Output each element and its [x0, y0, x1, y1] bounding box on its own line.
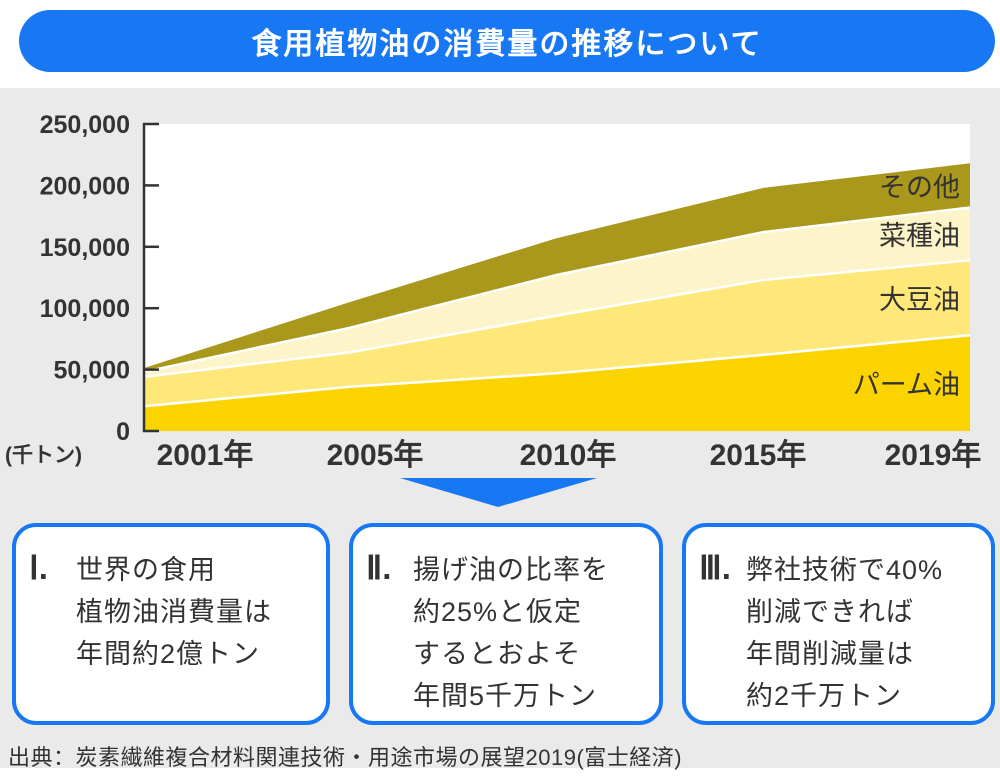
y-tick-label: 50,000	[54, 357, 130, 385]
series-label-菜種油: 菜種油	[879, 221, 960, 251]
y-tick-label: 150,000	[40, 234, 130, 262]
area-その他	[143, 163, 970, 373]
x-tick-label: 2019年	[885, 439, 982, 470]
callout-numeral-2: Ⅱ.	[366, 549, 392, 586]
series-label-パーム油: パーム油	[853, 370, 960, 400]
x-tick-label: 2010年	[520, 439, 617, 470]
y-tick-label: 200,000	[40, 172, 130, 200]
callout-text-2: 揚げ油の比率を 約25%と仮定 するとおよそ 年間5千万トン	[413, 555, 609, 711]
callout-numeral-3: Ⅲ.	[699, 549, 731, 586]
callout-reduction-potential: Ⅲ. 弊社技術で40% 削減できれば 年間削減量は 約2千万トン	[682, 523, 995, 725]
page-title-text: 食用植物油の消費量の推移について	[251, 28, 763, 61]
down-arrow-icon	[400, 478, 597, 507]
callout-numeral-1: Ⅰ.	[29, 549, 48, 586]
y-tick-label: 0	[116, 418, 130, 446]
series-label-大豆油: 大豆油	[879, 285, 960, 315]
x-tick-label: 2015年	[710, 439, 807, 470]
x-tick-label: 2005年	[327, 439, 424, 470]
area-菜種油	[143, 207, 970, 377]
callout-world-consumption: Ⅰ. 世界の食用 植物油消費量は 年間約2億トン	[12, 523, 330, 725]
consumption-area-chart: 0 50,000 100,000 150,000 200,000 250,000 (千トン)…	[5, 111, 982, 470]
area-パーム油	[143, 335, 970, 431]
band-separator	[142, 333, 971, 408]
y-axis-unit-label: (千トン)	[5, 444, 82, 467]
callout-text-3: 弊社技術で40% 削減できれば 年間削減量は 約2千万トン	[746, 555, 944, 711]
series-label-その他: その他	[879, 172, 960, 202]
source-citation: 出典：炭素繊維複合材料関連技術・用途市場の展望2019(富士経済)	[8, 745, 683, 770]
band-separator	[142, 206, 971, 374]
area-大豆油	[143, 260, 970, 407]
y-tick-label: 100,000	[40, 295, 130, 323]
page-title: 食用植物油の消費量の推移について	[19, 10, 995, 72]
callout-frying-oil-ratio: Ⅱ. 揚げ油の比率を 約25%と仮定 するとおよそ 年間5千万トン	[349, 523, 663, 725]
y-tick-label: 250,000	[40, 111, 130, 139]
x-tick-label: 2001年	[157, 439, 254, 470]
callout-text-1: 世界の食用 植物油消費量は 年間約2億トン	[76, 555, 272, 669]
band-separator	[142, 259, 971, 379]
